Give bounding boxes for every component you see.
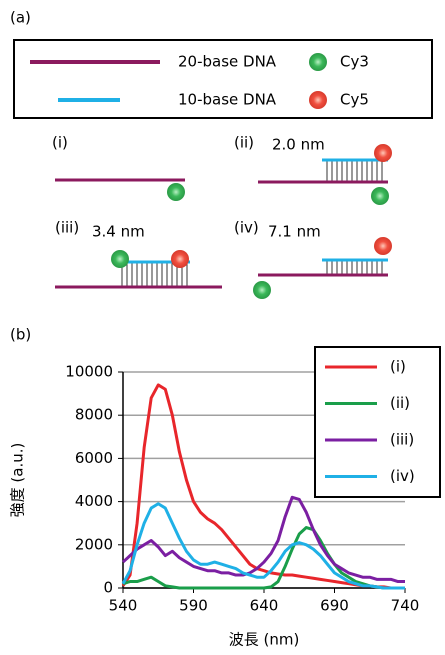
legend-cy5 bbox=[309, 91, 327, 109]
cy3 bbox=[253, 281, 271, 299]
x-axis-label: 波長 (nm) bbox=[229, 631, 300, 649]
diagram-label: (i) bbox=[52, 134, 68, 152]
x-tick-label: 540 bbox=[109, 597, 138, 615]
distance: 3.4 nm bbox=[92, 223, 145, 241]
y-tick-label: 6000 bbox=[75, 449, 113, 467]
cy3 bbox=[371, 187, 389, 205]
plot: 0 2000 4000 6000 8000 10000 540 590 640 690 740 (i)… bbox=[65, 346, 441, 615]
panel-label: (a) bbox=[10, 9, 31, 27]
hatch bbox=[120, 263, 190, 286]
distance: 7.1 nm bbox=[268, 223, 321, 241]
y-tick-label: 0 bbox=[103, 579, 113, 597]
hatch bbox=[324, 161, 386, 181]
legend-label: (iv) bbox=[390, 467, 415, 485]
hatch bbox=[324, 261, 386, 274]
legend-label: 20-base DNA bbox=[178, 53, 277, 71]
series-line bbox=[122, 526, 405, 590]
cy5 bbox=[374, 144, 392, 162]
legend-label: Cy3 bbox=[340, 53, 369, 71]
legend-label: (i) bbox=[390, 358, 406, 376]
y-axis-label: 強度 (a.u.) bbox=[9, 443, 27, 518]
y-tick-label: 8000 bbox=[75, 406, 113, 424]
x-tick-label: 740 bbox=[391, 597, 420, 615]
diagram-label: (iii) bbox=[55, 219, 79, 237]
y-tick-label: 2000 bbox=[75, 535, 113, 553]
series-line bbox=[121, 495, 405, 584]
panel-label: (b) bbox=[10, 326, 31, 344]
cy3 bbox=[167, 183, 185, 201]
distance: 2.0 nm bbox=[272, 136, 325, 154]
y-tick-label: 10000 bbox=[65, 363, 113, 381]
diagram-label: (iv) bbox=[234, 219, 259, 237]
cy3 bbox=[111, 250, 129, 268]
legend-cy3 bbox=[309, 53, 327, 71]
x-tick-label: 690 bbox=[320, 597, 349, 615]
legend-label: Cy5 bbox=[340, 91, 369, 109]
x-tick-label: 640 bbox=[250, 597, 279, 615]
series-line bbox=[121, 502, 405, 590]
cy5 bbox=[374, 237, 392, 255]
legend-box bbox=[314, 346, 441, 498]
cy5 bbox=[171, 250, 189, 268]
legend-label: 10-base DNA bbox=[178, 91, 277, 109]
legend-box bbox=[13, 39, 433, 119]
diagram-label: (ii) bbox=[234, 134, 254, 152]
legend-label: (iii) bbox=[390, 431, 414, 449]
legend-label: (ii) bbox=[390, 394, 410, 412]
y-tick-label: 4000 bbox=[75, 492, 113, 510]
x-tick-label: 590 bbox=[179, 597, 208, 615]
